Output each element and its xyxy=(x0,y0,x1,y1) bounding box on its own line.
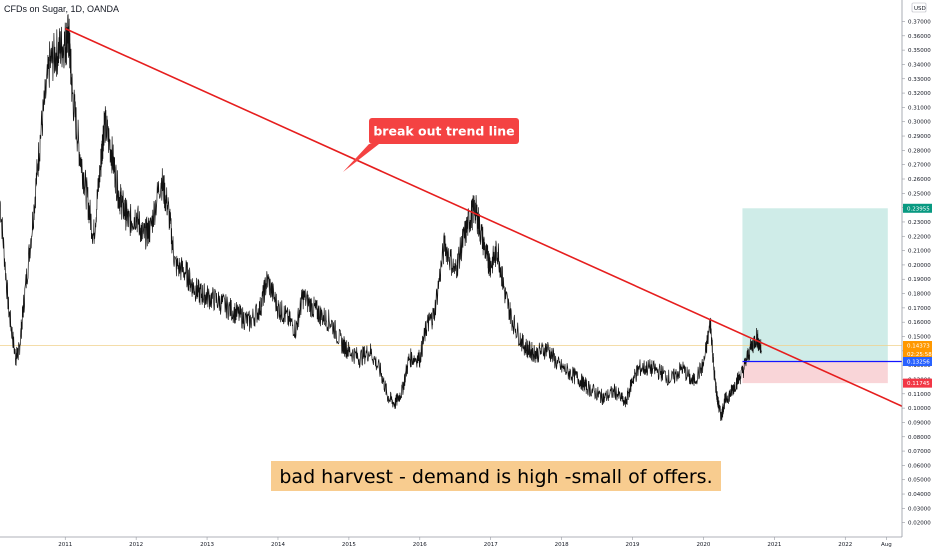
y-tick-label: 0.22000 xyxy=(908,234,931,240)
y-tick-label: 0.07000 xyxy=(908,449,931,455)
x-tick-label: 2022 xyxy=(838,542,852,548)
x-tick-label: 2017 xyxy=(484,542,498,548)
y-tick-label: 0.37000 xyxy=(908,19,931,25)
stop-price-tag: 0.11745 xyxy=(907,381,930,387)
countdown-bg xyxy=(903,349,932,359)
callout-pointer xyxy=(343,144,379,172)
currency-box[interactable] xyxy=(911,2,927,13)
current-price-tag: 0.14373 xyxy=(907,343,930,349)
x-tick-label: 2012 xyxy=(129,542,143,548)
callout-text: break out trend line xyxy=(373,124,514,139)
y-tick-label: 0.04000 xyxy=(908,492,931,498)
y-tick-label: 0.33000 xyxy=(908,77,931,83)
y-tick-label: 0.11000 xyxy=(908,392,931,398)
stop-zone[interactable] xyxy=(742,361,888,384)
x-tick-label: 2014 xyxy=(271,542,285,548)
currency-label: USD xyxy=(914,6,926,12)
target-price-tag-bg xyxy=(903,203,932,213)
y-tick-label: 0.25000 xyxy=(908,191,931,197)
x-tick-label: 2013 xyxy=(200,542,214,548)
y-tick-label: 0.16000 xyxy=(908,320,931,326)
current-price-tag-bg xyxy=(903,340,932,350)
target-price-tag: 0.23955 xyxy=(907,206,930,212)
y-tick-label: 0.19000 xyxy=(908,277,931,283)
x-tick-label: 2019 xyxy=(626,542,640,548)
y-tick-label: 0.23000 xyxy=(908,220,931,226)
callout-box[interactable] xyxy=(369,118,519,144)
y-tick-label: 0.32000 xyxy=(908,91,931,97)
y-tick-label: 0.13000 xyxy=(908,363,931,369)
y-tick-label: 0.34000 xyxy=(908,62,931,68)
price-series-line[interactable] xyxy=(0,14,762,422)
y-tick-label: 0.05000 xyxy=(908,478,931,484)
x-tick-label: 2016 xyxy=(413,542,427,548)
x-tick-label: 2018 xyxy=(555,542,569,548)
y-tick-label: 0.21000 xyxy=(908,249,931,255)
x-tick-label: 2021 xyxy=(767,542,781,548)
x-tick-label: 2015 xyxy=(342,542,356,548)
note-box[interactable] xyxy=(271,461,721,491)
trend-line[interactable] xyxy=(64,27,913,412)
entry-price-tag-bg xyxy=(903,356,932,366)
x-tick-label: 2020 xyxy=(696,542,710,548)
stop-price-tag-bg xyxy=(903,378,932,388)
note-text: bad harvest - demand is high -small of o… xyxy=(279,466,712,488)
y-tick-label: 0.36000 xyxy=(908,34,931,40)
y-tick-label: 0.29000 xyxy=(908,134,931,140)
x-tick-label: 2011 xyxy=(58,542,72,548)
y-tick-label: 0.20000 xyxy=(908,263,931,269)
y-tick-label: 0.30000 xyxy=(908,120,931,126)
y-tick-label: 0.31000 xyxy=(908,105,931,111)
y-tick-label: 0.26000 xyxy=(908,177,931,183)
y-tick-label: 0.06000 xyxy=(908,463,931,469)
countdown-tag: 02:25:58 xyxy=(907,352,932,358)
y-tick-label: 0.08000 xyxy=(908,435,931,441)
y-tick-label: 0.02000 xyxy=(908,521,931,527)
y-tick-label: 0.27000 xyxy=(908,163,931,169)
target-zone[interactable] xyxy=(742,208,888,362)
y-tick-label: 0.28000 xyxy=(908,148,931,154)
y-tick-label: 0.03000 xyxy=(908,506,931,512)
y-tick-label: 0.15000 xyxy=(908,335,931,341)
y-tick-label: 0.18000 xyxy=(908,292,931,298)
x-tick-label: Aug xyxy=(881,542,892,548)
price-axis[interactable] xyxy=(902,0,932,550)
y-tick-label: 0.35000 xyxy=(908,48,931,54)
symbol-title[interactable]: CFDs on Sugar, 1D, OANDA xyxy=(4,4,120,14)
entry-price-tag: 0.13256 xyxy=(907,359,930,365)
y-tick-label: 0.09000 xyxy=(908,420,931,426)
y-tick-label: 0.17000 xyxy=(908,306,931,312)
y-tick-label: 0.10000 xyxy=(908,406,931,412)
